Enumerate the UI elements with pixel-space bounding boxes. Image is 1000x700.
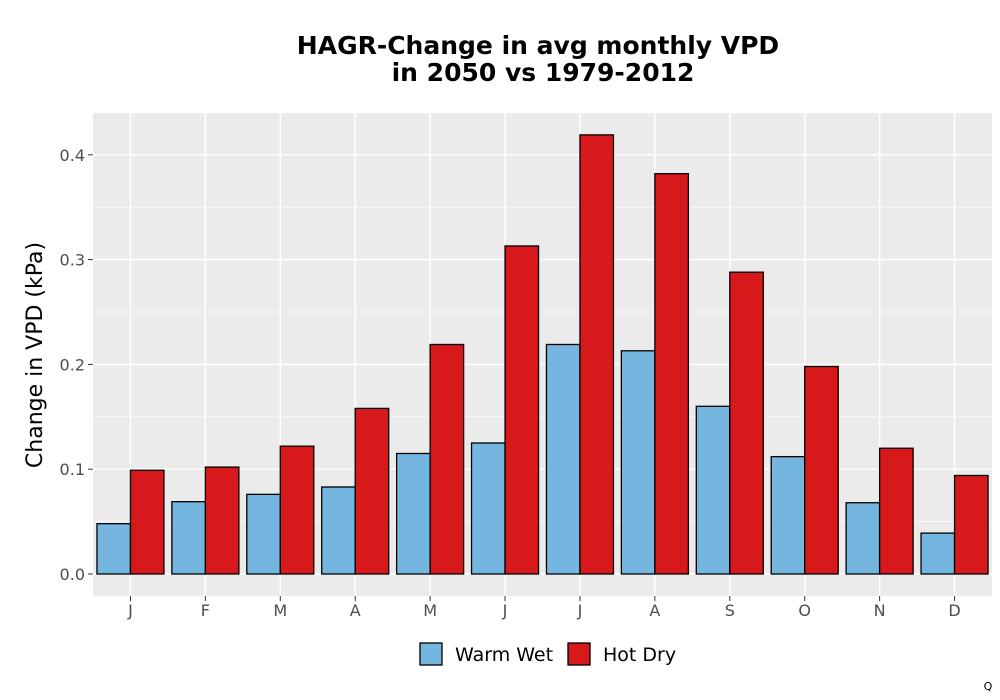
y-tick-label: 0.3: [60, 251, 85, 270]
bar-hot-dry: [804, 365, 839, 575]
y-tick-label: 0.0: [60, 565, 85, 584]
y-axis-title: Change in VPD (kPa): [23, 242, 48, 468]
bar-hot-dry: [204, 466, 240, 575]
chart-title-line1: HAGR-Change in avg monthly VPD: [297, 31, 779, 60]
bar-warm-wet: [171, 501, 207, 575]
x-tick-label: M: [423, 601, 437, 620]
legend-label: Hot Dry: [603, 644, 676, 666]
plot-panel: [93, 113, 992, 596]
bar-warm-wet: [96, 523, 132, 575]
bar-warm-wet: [920, 532, 956, 575]
bar-warm-wet: [845, 502, 881, 575]
corner-mark: Q: [984, 680, 993, 693]
bar-warm-wet: [470, 442, 506, 575]
bar-warm-wet: [545, 343, 581, 575]
x-tick-label: A: [350, 601, 361, 620]
bar-hot-dry: [953, 474, 989, 575]
y-tick-label: 0.4: [60, 146, 85, 165]
legend-swatch: [567, 642, 591, 666]
bar-warm-wet: [321, 486, 356, 575]
x-tick-label: J: [502, 601, 508, 620]
x-tick-label: O: [798, 601, 811, 620]
bar-warm-wet: [620, 350, 656, 575]
y-axis-ticks: 0.0 0.1 0.2 0.3 0.4: [60, 146, 93, 584]
y-tick-label: 0.1: [60, 460, 85, 479]
bar-hot-dry: [429, 343, 465, 575]
bar-warm-wet: [395, 452, 431, 575]
bar-hot-dry: [729, 271, 764, 575]
bar-hot-dry: [279, 445, 315, 575]
legend-item: Warm Wet: [419, 642, 553, 666]
bars: [96, 134, 989, 575]
bar-warm-wet: [770, 455, 806, 575]
chart-title-line2: in 2050 vs 1979-2012: [392, 58, 695, 87]
x-tick-label: A: [649, 601, 660, 620]
legend-swatch: [419, 642, 443, 666]
bar-hot-dry: [878, 447, 914, 575]
legend: Warm Wet Hot Dry: [419, 642, 676, 666]
bar-warm-wet: [246, 493, 281, 575]
x-tick-label: J: [577, 601, 583, 620]
x-tick-label: D: [948, 601, 960, 620]
bar-hot-dry: [579, 134, 615, 575]
bar-hot-dry: [129, 469, 165, 575]
x-tick-label: M: [273, 601, 287, 620]
legend-item: Hot Dry: [567, 642, 676, 666]
x-tick-label: S: [725, 601, 735, 620]
x-tick-label: J: [127, 601, 133, 620]
legend-label: Warm Wet: [455, 644, 553, 666]
bar-warm-wet: [695, 405, 731, 575]
y-tick-label: 0.2: [60, 355, 85, 374]
bar-hot-dry: [354, 407, 390, 575]
bar-hot-dry: [654, 173, 690, 575]
x-tick-label: F: [201, 601, 210, 620]
x-tick-label: N: [874, 601, 886, 620]
bar-hot-dry: [504, 245, 540, 575]
